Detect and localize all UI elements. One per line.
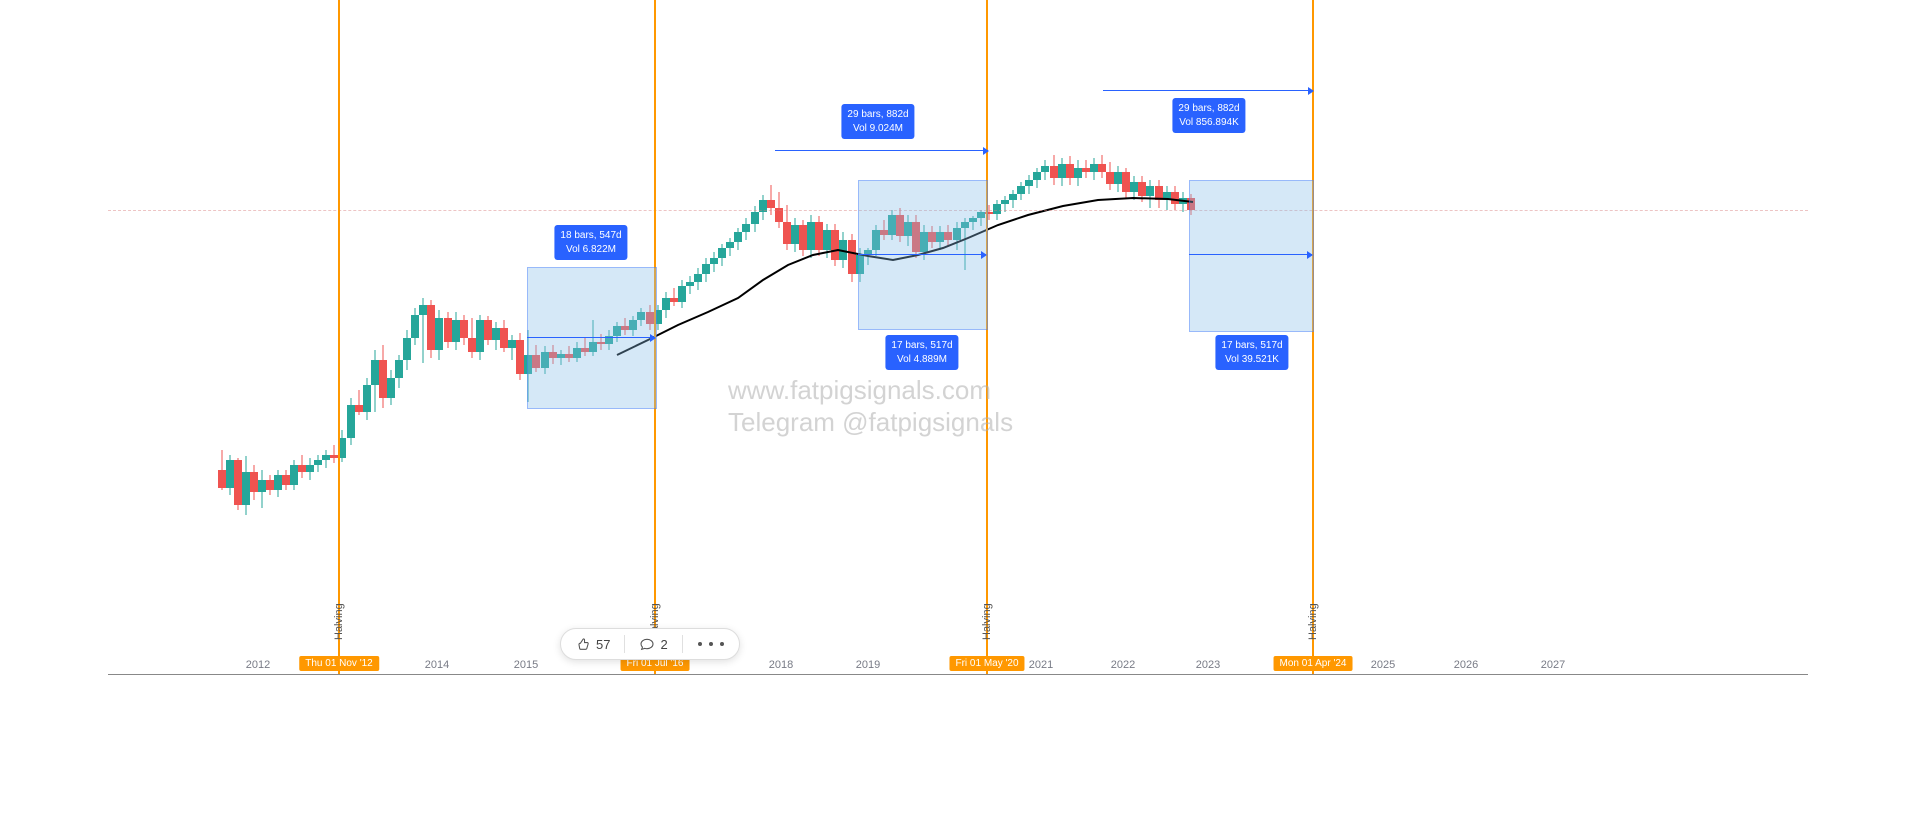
annotation-line1: 29 bars, 882d xyxy=(847,108,908,122)
range-arrow xyxy=(527,337,655,338)
xaxis-year: 2021 xyxy=(1029,659,1053,671)
halving-line xyxy=(986,0,988,675)
xaxis-year: 2018 xyxy=(769,659,793,671)
xaxis-line xyxy=(108,674,1808,675)
xaxis-year: 2022 xyxy=(1111,659,1135,671)
comment-button[interactable]: 2 xyxy=(639,636,667,652)
comment-icon xyxy=(639,636,655,652)
annotation-line2: Vol 39.521K xyxy=(1221,353,1282,367)
comment-count: 2 xyxy=(660,637,667,652)
xaxis-year: 2027 xyxy=(1541,659,1565,671)
annotation-line1: 17 bars, 517d xyxy=(1221,339,1282,353)
separator xyxy=(682,635,683,653)
halving-label: Halving xyxy=(981,603,993,640)
range-annotation: 17 bars, 517dVol 39.521K xyxy=(1215,335,1288,370)
floating-action-bar: 57 2 xyxy=(560,628,740,660)
accumulation-box xyxy=(858,180,988,330)
separator xyxy=(624,635,625,653)
range-arrow xyxy=(1189,254,1312,255)
accumulation-box xyxy=(527,267,657,409)
range-annotation: 29 bars, 882dVol 9.024M xyxy=(841,104,914,139)
range-arrow xyxy=(1103,90,1313,91)
clap-icon xyxy=(575,636,591,652)
annotation-line2: Vol 856.894K xyxy=(1178,116,1239,130)
range-annotation: 29 bars, 882dVol 856.894K xyxy=(1172,98,1245,133)
range-annotation: 18 bars, 547dVol 6.822M xyxy=(554,225,627,260)
range-annotation: 17 bars, 517dVol 4.889M xyxy=(885,335,958,370)
xaxis-year: 2023 xyxy=(1196,659,1220,671)
annotation-line2: Vol 4.889M xyxy=(891,353,952,367)
xaxis-year: 2015 xyxy=(514,659,538,671)
xaxis-year: 2019 xyxy=(856,659,880,671)
halving-label: Halving xyxy=(1307,603,1319,640)
range-arrow xyxy=(858,254,986,255)
annotation-line2: Vol 9.024M xyxy=(847,122,908,136)
halving-label: Halving xyxy=(333,603,345,640)
xaxis-year: 2025 xyxy=(1371,659,1395,671)
halving-date-flag: Thu 01 Nov '12 xyxy=(299,656,379,671)
clap-count: 57 xyxy=(596,637,610,652)
range-arrow xyxy=(775,150,988,151)
annotation-line2: Vol 6.822M xyxy=(560,243,621,257)
xaxis-year: 2026 xyxy=(1454,659,1478,671)
halving-date-flag: Mon 01 Apr '24 xyxy=(1274,656,1353,671)
more-button[interactable] xyxy=(697,642,725,646)
watermark-line2: Telegram @fatpigsignals xyxy=(728,407,1013,438)
annotation-line1: 29 bars, 882d xyxy=(1178,102,1239,116)
clap-button[interactable]: 57 xyxy=(575,636,610,652)
annotation-line1: 17 bars, 517d xyxy=(891,339,952,353)
price-chart[interactable]: HalvingThu 01 Nov '12HalvingFri 01 Jul '… xyxy=(108,0,1808,675)
halving-line xyxy=(338,0,340,675)
annotation-line1: 18 bars, 547d xyxy=(560,229,621,243)
xaxis-year: 2014 xyxy=(425,659,449,671)
halving-line xyxy=(1312,0,1314,675)
accumulation-box xyxy=(1189,180,1314,332)
watermark-line1: www.fatpigsignals.com xyxy=(728,375,991,406)
halving-date-flag: Fri 01 May '20 xyxy=(949,656,1024,671)
xaxis-year: 2012 xyxy=(246,659,270,671)
